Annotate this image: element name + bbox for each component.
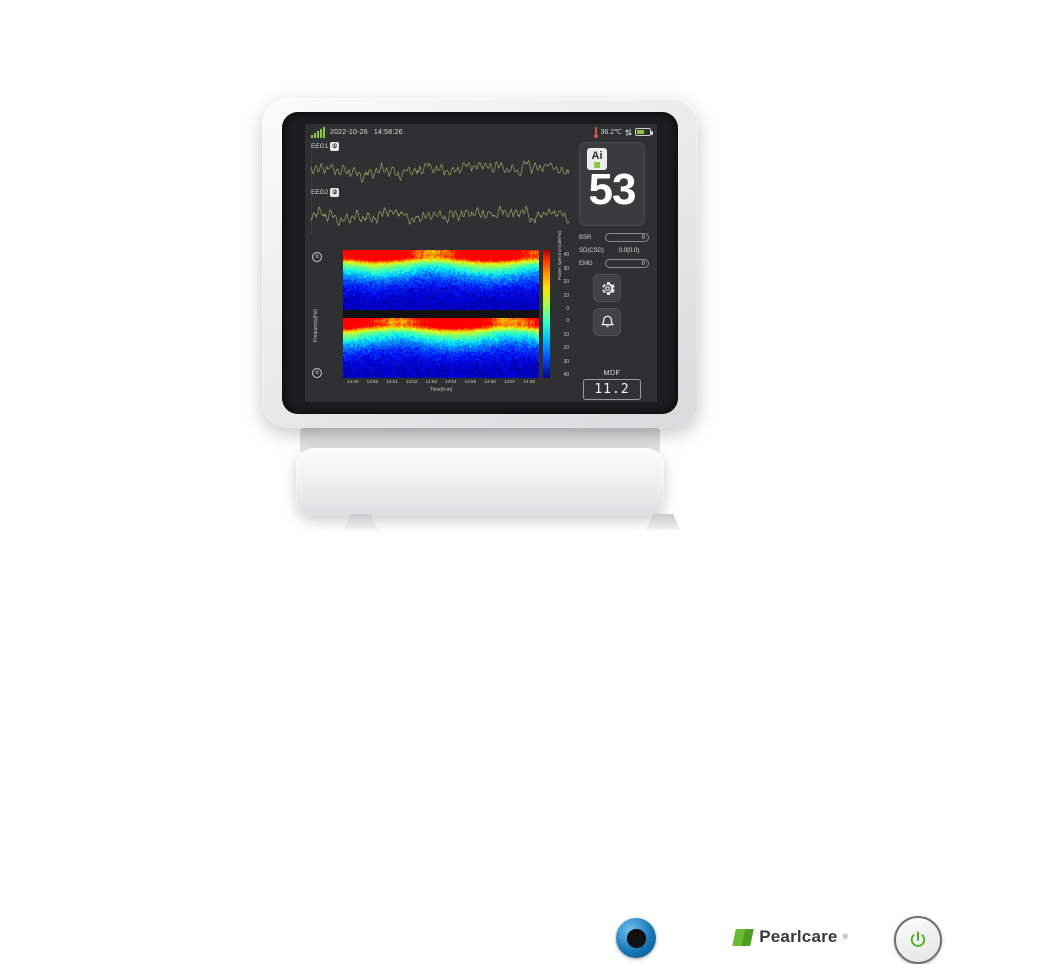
eeg-waveform-area: EEG1 ① EEG2 ② (311, 142, 569, 234)
alarm-button[interactable] (593, 308, 621, 336)
ytick: 40 (563, 372, 569, 378)
ytick: 0 (566, 306, 569, 312)
brand-name: Pearlcare (759, 927, 838, 946)
colorbar-label: Power Spectrum(dB/Hz) (557, 230, 562, 280)
thermometer-icon (593, 126, 598, 138)
eeg2-label-group: EEG2 ② (311, 188, 340, 197)
mdf-label: MDF (603, 370, 621, 377)
spectrogram-plot (343, 250, 539, 378)
status-date: 2022-10-26 (330, 128, 368, 136)
eeg2-badge: ② (330, 188, 340, 197)
param-label-emg: EMG (579, 260, 593, 267)
brand-logo: Pearlcare ® (696, 922, 886, 952)
status-bar: 2022-10-26 14:58:26 36.2℃ (305, 124, 657, 140)
param-row-sd: SD(CSD) 0.0(0.0) (579, 245, 649, 256)
spectrogram-channel2-mark: ② (312, 368, 322, 378)
spectrogram-channel1-plot (343, 250, 539, 310)
signal-strength-icon (311, 126, 325, 138)
xtick: 14:53 (425, 379, 437, 384)
ytick: 40 (563, 252, 569, 258)
ai-value: 53 (588, 165, 637, 214)
parameter-panel: Ai 53 BSR 0 SD(CSD) 0.0(0.0) EMG 0 (575, 142, 653, 400)
param-label-bsr: BSR (579, 234, 592, 241)
spectrogram-xticks: 14:49 14:50 14:51 14:52 14:53 14:54 14:55 14:56… (343, 379, 539, 387)
param-value-bsr: 0 (605, 233, 649, 242)
param-row-emg: EMG 0 (579, 258, 649, 269)
eeg1-label: EEG1 (311, 143, 329, 150)
status-right-group: 36.2℃ (593, 126, 653, 138)
updown-arrows-icon (625, 128, 632, 136)
xtick: 14:51 (386, 379, 398, 384)
ytick: 20 (563, 345, 569, 351)
gear-icon (601, 281, 615, 295)
settings-button[interactable] (593, 274, 621, 302)
eeg-monitor-device: Pearlcare ® 2022-10-26 14:58:26 36.2℃ (262, 98, 942, 964)
param-row-bsr: BSR 0 (579, 232, 649, 243)
ai-badge: Ai (587, 148, 607, 170)
ai-badge-label: Ai (591, 149, 603, 162)
power-icon (910, 931, 926, 947)
sensor-port[interactable] (616, 918, 656, 958)
bell-icon (600, 315, 614, 327)
ai-index-card[interactable]: Ai 53 (579, 142, 645, 226)
power-button[interactable] (894, 916, 942, 964)
ytick: 0 (566, 318, 569, 324)
spectrogram-xlabel: Time(h:m) (429, 387, 453, 393)
eeg2-waveform (311, 196, 569, 234)
ytick: 20 (563, 279, 569, 285)
xtick: 14:56 (484, 379, 496, 384)
leaf-logo-icon (732, 928, 755, 947)
sensor-port-inner (626, 928, 646, 948)
colorbar (543, 250, 550, 378)
param-value-sd: 0.0(0.0) (618, 247, 640, 254)
xtick: 14:50 (366, 379, 379, 384)
ytick: 10 (563, 331, 569, 338)
device-foot-right (646, 514, 680, 530)
spectrogram-channel1-mark: ① (312, 252, 322, 262)
status-time: 14:58:26 (373, 128, 403, 136)
spectrogram-ylabel: Frequency(Hz) (313, 308, 319, 342)
ytick: 30 (563, 358, 569, 365)
xtick: 14:55 (464, 379, 477, 384)
xtick: 14:57 (503, 379, 516, 384)
spectrogram-channel2-plot (343, 318, 539, 378)
param-label-sd: SD(CSD) (579, 247, 604, 254)
mdf-display: MDF 11.2 (583, 370, 641, 400)
registered-mark: ® (842, 933, 848, 941)
xtick: 14:58 (523, 379, 535, 384)
mdf-value: 11.2 (583, 379, 641, 400)
battery-icon (635, 128, 653, 136)
eeg1-badge: ① (330, 142, 340, 151)
xtick: 14:54 (445, 379, 457, 384)
monitor-screen[interactable]: 2022-10-26 14:58:26 36.2℃ EEG1 ① EEG2 (305, 124, 657, 402)
ytick: 30 (563, 265, 569, 272)
xtick: 14:49 (347, 379, 359, 384)
eeg1-label-group: EEG1 ① (311, 142, 340, 151)
param-value-emg: 0 (605, 259, 649, 268)
temperature-value: 36.2℃ (600, 129, 623, 136)
ytick: 10 (563, 292, 569, 299)
eeg2-label: EEG2 (311, 189, 329, 196)
device-foot-left (344, 514, 378, 530)
eeg1-waveform (311, 150, 569, 188)
device-base: Pearlcare ® (296, 448, 942, 964)
spectrogram-area[interactable]: Frequency(Hz) ① ② 40 30 20 10 0 0 10 20 30 40 Po… (311, 230, 569, 396)
xtick: 14:52 (405, 379, 418, 384)
